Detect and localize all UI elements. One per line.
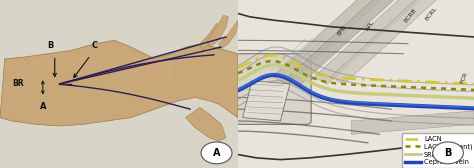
Text: C: C [92,41,98,50]
Circle shape [433,142,464,164]
Text: B: B [444,148,452,158]
PathPatch shape [207,15,228,47]
Text: A: A [40,102,46,112]
Text: EPB: EPB [336,24,347,36]
PathPatch shape [0,40,238,126]
Polygon shape [330,0,442,84]
Polygon shape [288,0,420,84]
Text: FCR: FCR [460,71,469,84]
Polygon shape [273,0,416,85]
PathPatch shape [200,24,221,50]
Text: B: B [47,41,53,50]
PathPatch shape [12,54,171,84]
Polygon shape [314,0,436,84]
PathPatch shape [186,108,226,141]
Text: ECRB: ECRB [403,7,418,23]
Text: ECRL: ECRL [425,6,438,21]
Text: A: A [213,148,220,158]
Legend: LACN, LACN (variant), SRN, Cephalic vein: LACN, LACN (variant), SRN, Cephalic vein [402,133,474,168]
Text: BR: BR [12,79,24,88]
Polygon shape [351,111,474,134]
Text: APL: APL [365,19,375,31]
Circle shape [201,142,232,164]
FancyBboxPatch shape [236,54,311,124]
Polygon shape [243,81,290,121]
PathPatch shape [219,20,238,50]
